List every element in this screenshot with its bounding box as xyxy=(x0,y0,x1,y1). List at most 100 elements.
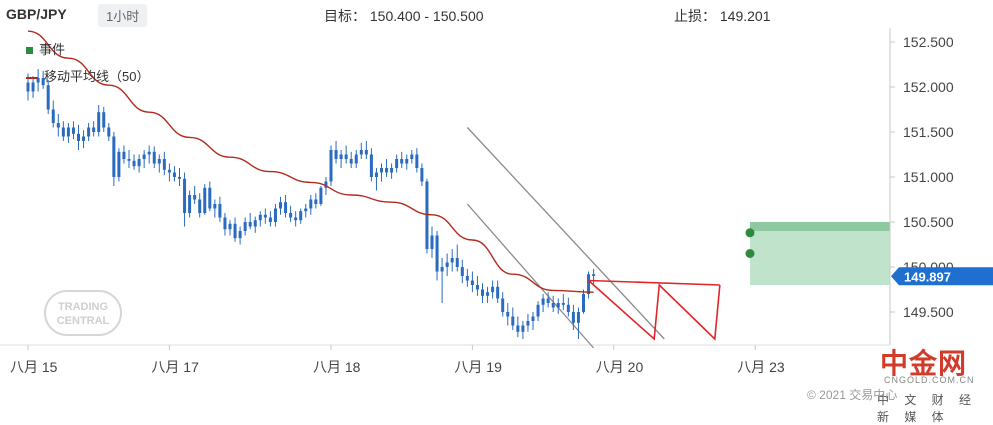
candle-body xyxy=(127,159,131,161)
legend-events-label: 事件 xyxy=(39,42,66,57)
y-tick-label: 149.500 xyxy=(903,304,954,320)
candle-body xyxy=(496,286,500,299)
candle-body xyxy=(102,112,106,128)
candle-body xyxy=(172,172,176,177)
channel-upper-line xyxy=(466,127,665,340)
candle-body xyxy=(142,154,146,159)
candle-body xyxy=(203,187,207,213)
candle-body xyxy=(571,312,575,323)
legend-ma: 移动平均线（50） xyxy=(26,66,149,85)
candle-body xyxy=(521,325,525,332)
event-square-icon xyxy=(26,47,33,55)
candle-body xyxy=(198,199,202,213)
candle-body xyxy=(501,298,505,312)
event-marker xyxy=(745,249,755,258)
ma-line-icon xyxy=(26,76,38,79)
candle-body xyxy=(354,154,358,164)
candle-body xyxy=(475,285,479,290)
candle-body xyxy=(289,213,293,218)
candle-body xyxy=(344,154,348,159)
candle-body xyxy=(122,151,126,159)
candle-body xyxy=(374,172,378,177)
pattern-line xyxy=(588,279,721,341)
candle-body xyxy=(380,168,383,173)
candle-body xyxy=(92,127,96,132)
candle-body xyxy=(183,178,187,213)
candle-body xyxy=(582,294,585,312)
candle-body xyxy=(71,127,75,134)
candle-body xyxy=(147,151,151,155)
candle-body xyxy=(430,235,434,249)
candles xyxy=(26,69,596,339)
y-tick-label: 152.000 xyxy=(903,79,954,95)
candle-body xyxy=(238,231,242,239)
legend-ma-label: 移动平均线（50） xyxy=(44,69,150,84)
timeframe-button[interactable]: 1小时 xyxy=(98,4,148,27)
candle-body xyxy=(82,136,86,141)
target-band xyxy=(750,222,890,231)
candle-body xyxy=(395,159,399,168)
candle-body xyxy=(440,267,444,272)
candle-body xyxy=(304,208,308,212)
candle-body xyxy=(284,202,288,213)
candle-body xyxy=(243,222,247,231)
candle-body xyxy=(26,82,30,92)
candle-body xyxy=(531,316,535,321)
candle-body xyxy=(425,181,429,249)
candle-body xyxy=(152,151,156,164)
candle-body xyxy=(279,202,282,209)
candle-body xyxy=(117,151,121,177)
candle-body xyxy=(309,199,313,209)
candle-body xyxy=(31,82,35,92)
chart-canvas: 152.500152.000151.500151.000150.500150.0… xyxy=(0,28,993,375)
candle-body xyxy=(208,187,212,209)
candle-body xyxy=(556,303,560,308)
x-ticks: 八月 15 八月 17 八月 18 八月 19 八月 20 八月 23 xyxy=(10,345,785,375)
candle-body xyxy=(415,154,419,168)
candle-body xyxy=(162,159,166,170)
candle-body xyxy=(193,195,197,200)
candle-body xyxy=(273,208,277,222)
x-tick-label: 八月 17 xyxy=(151,359,199,375)
candle-body xyxy=(516,325,520,332)
candle-body xyxy=(329,150,333,182)
candle-body xyxy=(511,316,515,326)
candle-body xyxy=(218,204,222,218)
stop-loss: 止损： 149.201 xyxy=(674,8,771,24)
candle-body xyxy=(486,292,490,296)
candle-body xyxy=(319,187,323,204)
candle-body xyxy=(481,289,484,296)
candle-body xyxy=(188,195,192,213)
currency-pair: GBP/JPY xyxy=(6,6,67,22)
target-zone xyxy=(750,222,890,285)
candle-body xyxy=(541,298,545,305)
candle-body xyxy=(228,223,232,230)
candle-body xyxy=(445,262,449,267)
candle-body xyxy=(339,154,343,159)
y-tick-label: 150.500 xyxy=(903,214,954,230)
candle-body xyxy=(592,274,596,276)
candle-body xyxy=(51,109,55,123)
candle-body xyxy=(465,276,469,281)
candle-body xyxy=(167,169,171,173)
x-tick-label: 八月 15 xyxy=(10,359,58,375)
candle-body xyxy=(248,222,252,227)
candle-body xyxy=(349,159,353,164)
candle-body xyxy=(460,267,464,276)
price-tag-text: 149.897 xyxy=(904,269,951,284)
candle-body xyxy=(253,220,257,227)
site-watermark-name: 中金网 xyxy=(880,348,968,379)
candle-body xyxy=(470,280,474,285)
candle-body xyxy=(420,168,424,182)
candle-body xyxy=(294,217,298,221)
candle-body xyxy=(268,217,272,222)
candle-body xyxy=(46,85,50,110)
event-marker xyxy=(745,228,755,238)
candle-body xyxy=(132,160,136,167)
channel-lines xyxy=(466,127,665,349)
candle-body xyxy=(157,159,161,164)
candle-body xyxy=(546,298,550,303)
candle-body xyxy=(223,217,227,230)
candle-body xyxy=(66,127,70,137)
x-tick-label: 八月 20 xyxy=(596,359,644,375)
